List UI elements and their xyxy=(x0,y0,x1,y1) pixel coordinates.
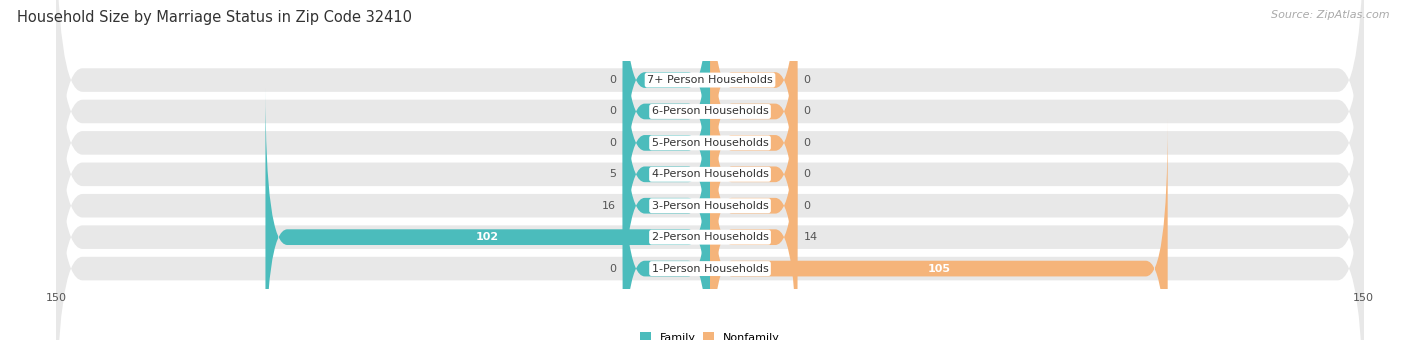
Text: 7+ Person Households: 7+ Person Households xyxy=(647,75,773,85)
Text: 6-Person Households: 6-Person Households xyxy=(651,106,769,117)
FancyBboxPatch shape xyxy=(56,29,1364,340)
Text: Source: ZipAtlas.com: Source: ZipAtlas.com xyxy=(1271,10,1389,20)
FancyBboxPatch shape xyxy=(710,0,797,229)
Text: 0: 0 xyxy=(804,75,811,85)
Text: 4-Person Households: 4-Person Households xyxy=(651,169,769,179)
FancyBboxPatch shape xyxy=(710,56,797,340)
Text: 0: 0 xyxy=(804,169,811,179)
Legend: Family, Nonfamily: Family, Nonfamily xyxy=(636,328,785,340)
Text: 0: 0 xyxy=(609,264,616,274)
FancyBboxPatch shape xyxy=(710,0,797,292)
FancyBboxPatch shape xyxy=(56,0,1364,257)
FancyBboxPatch shape xyxy=(56,92,1364,340)
FancyBboxPatch shape xyxy=(623,0,710,261)
Text: 14: 14 xyxy=(804,232,818,242)
Text: 105: 105 xyxy=(928,264,950,274)
FancyBboxPatch shape xyxy=(710,88,797,340)
Text: 5: 5 xyxy=(609,169,616,179)
Text: 0: 0 xyxy=(804,106,811,117)
FancyBboxPatch shape xyxy=(623,56,710,340)
FancyBboxPatch shape xyxy=(56,61,1364,340)
Text: 102: 102 xyxy=(477,232,499,242)
FancyBboxPatch shape xyxy=(56,0,1364,320)
Text: 3-Person Households: 3-Person Households xyxy=(651,201,769,211)
Text: 0: 0 xyxy=(804,201,811,211)
FancyBboxPatch shape xyxy=(623,25,710,324)
FancyBboxPatch shape xyxy=(56,0,1364,288)
FancyBboxPatch shape xyxy=(56,0,1364,340)
FancyBboxPatch shape xyxy=(710,25,797,324)
Text: 0: 0 xyxy=(609,75,616,85)
FancyBboxPatch shape xyxy=(710,0,797,261)
FancyBboxPatch shape xyxy=(623,119,710,340)
FancyBboxPatch shape xyxy=(623,0,710,292)
Text: 1-Person Households: 1-Person Households xyxy=(651,264,769,274)
Text: 0: 0 xyxy=(609,138,616,148)
Text: Household Size by Marriage Status in Zip Code 32410: Household Size by Marriage Status in Zip… xyxy=(17,10,412,25)
FancyBboxPatch shape xyxy=(266,88,710,340)
Text: 5-Person Households: 5-Person Households xyxy=(651,138,769,148)
Text: 16: 16 xyxy=(602,201,616,211)
FancyBboxPatch shape xyxy=(623,0,710,229)
Text: 0: 0 xyxy=(804,138,811,148)
Text: 2-Person Households: 2-Person Households xyxy=(651,232,769,242)
FancyBboxPatch shape xyxy=(710,119,1167,340)
Text: 0: 0 xyxy=(609,106,616,117)
